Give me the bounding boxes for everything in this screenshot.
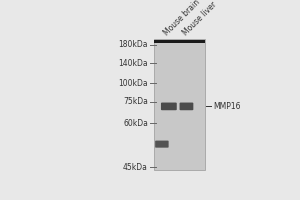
FancyBboxPatch shape bbox=[180, 103, 193, 110]
Bar bbox=[154, 40, 205, 43]
Text: 75kDa: 75kDa bbox=[123, 97, 148, 106]
Text: 45kDa: 45kDa bbox=[123, 163, 148, 172]
Text: 100kDa: 100kDa bbox=[118, 79, 148, 88]
Text: 60kDa: 60kDa bbox=[123, 119, 148, 128]
Text: 180kDa: 180kDa bbox=[118, 40, 148, 49]
Bar bbox=[154, 39, 205, 170]
FancyBboxPatch shape bbox=[161, 103, 177, 110]
Text: 140kDa: 140kDa bbox=[118, 59, 148, 68]
Text: Mouse liver: Mouse liver bbox=[181, 0, 219, 38]
FancyBboxPatch shape bbox=[155, 141, 169, 148]
Text: Mouse brain: Mouse brain bbox=[163, 0, 202, 38]
Text: MMP16: MMP16 bbox=[213, 102, 241, 111]
